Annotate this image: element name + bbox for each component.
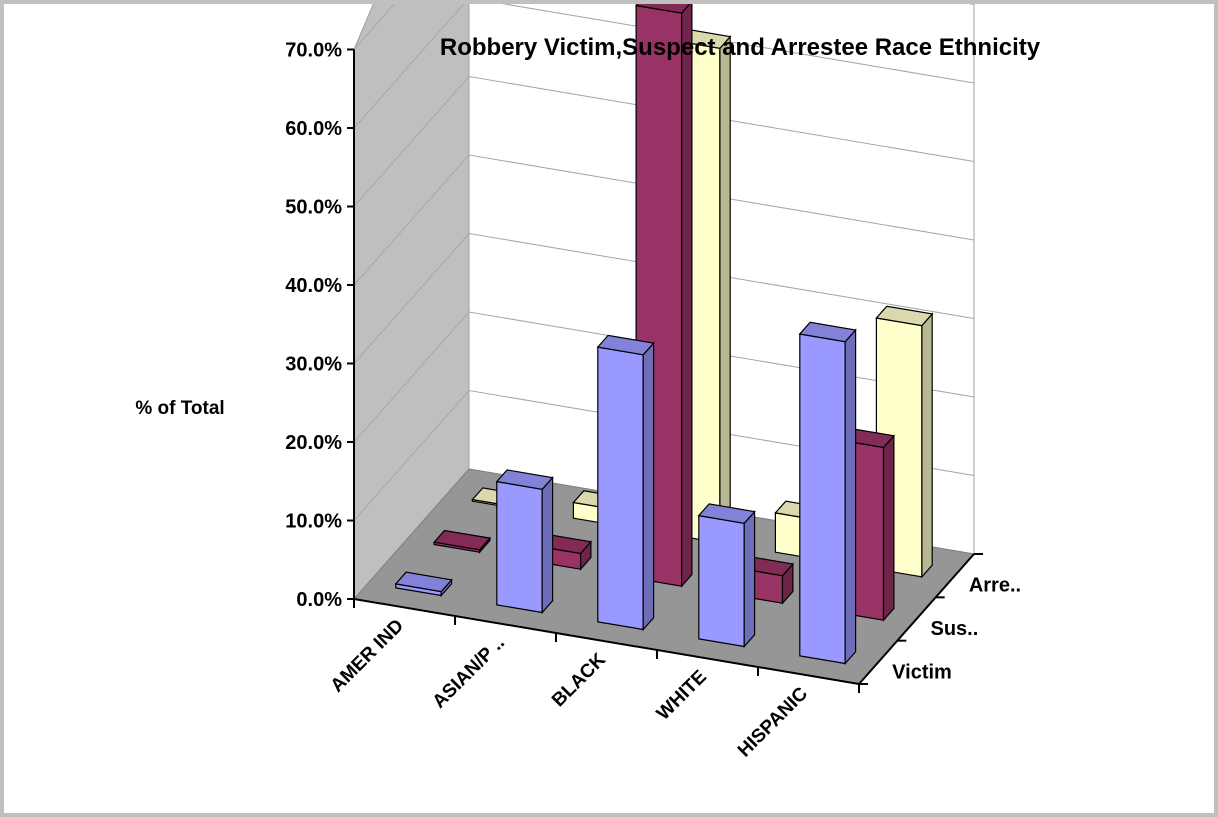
gridline <box>353 4 975 50</box>
y-tick-label: 60.0% <box>285 118 342 140</box>
bar-top-face <box>432 529 492 551</box>
bar-victim-3 <box>697 503 756 649</box>
bar-sus-0 <box>432 529 492 554</box>
bar-front-face <box>799 333 846 665</box>
bars <box>394 4 934 666</box>
bar-front-face <box>597 346 644 631</box>
y-tick-label: 30.0% <box>285 354 342 376</box>
gridline <box>353 154 975 286</box>
bar-front-face <box>496 480 543 614</box>
depth-axis-line <box>858 553 975 685</box>
gridline <box>353 232 975 364</box>
bar-victim-2 <box>596 334 655 632</box>
x-tick-label: AMER IND <box>327 615 408 696</box>
bar-victim-1 <box>495 469 554 615</box>
gridline <box>353 4 975 129</box>
y-axis-label: % of Total <box>135 398 224 419</box>
bar-victim-4 <box>798 321 857 666</box>
bar-top-face <box>875 305 934 327</box>
series-label: Victim <box>892 661 952 683</box>
bar-top-face <box>697 503 756 524</box>
axes <box>347 48 983 693</box>
x-tick-label: WHITE <box>653 666 711 724</box>
y-tick-label: 0.0% <box>296 589 342 611</box>
bar-side-face <box>642 341 655 632</box>
y-tick-label: 70.0% <box>285 40 342 62</box>
series-label: Arre.. <box>969 575 1021 597</box>
y-tick-label: 20.0% <box>285 432 342 454</box>
bar-top-face <box>798 321 857 343</box>
bar-top-face <box>634 4 691 14</box>
bar-side-face <box>882 434 895 622</box>
y-tick-label: 50.0% <box>285 197 342 219</box>
bar-side-face <box>921 312 933 579</box>
bar-side-face <box>743 510 756 649</box>
x-tick-label: HISPANIC <box>734 683 812 761</box>
chart: 0.0% 10.0% 20.0% 30.0% 40.0% 50.0% 60.0% 70.0% A… <box>135 4 1041 761</box>
y-tick-label: 10.0% <box>285 511 342 533</box>
bar-side-face <box>680 4 693 588</box>
bar-top-face <box>394 571 453 593</box>
x-tick-label: BLACK <box>548 649 610 711</box>
bar-front-face <box>698 514 745 648</box>
chart-title: Robbery Victim,Suspect and Arrestee Race… <box>440 34 1041 61</box>
x-tick-label: ASIAN/P .. <box>429 632 509 712</box>
bar-side-face <box>719 35 731 545</box>
y-tick-label: 40.0% <box>285 275 342 297</box>
series-label: Sus.. <box>931 618 979 640</box>
bar-top-face <box>596 334 655 356</box>
bar-side-face <box>541 476 554 615</box>
bar-victim-0 <box>394 571 453 598</box>
gridline <box>353 75 975 207</box>
bar-top-face <box>495 469 554 490</box>
bar-side-face <box>844 328 857 666</box>
x-axis-line <box>353 598 860 685</box>
